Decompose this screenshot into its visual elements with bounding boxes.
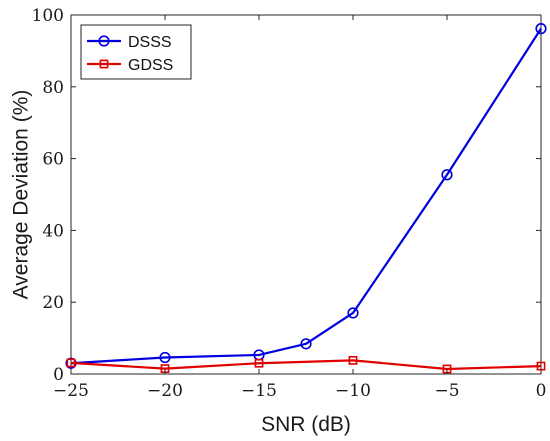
x-tick-label: −10 — [335, 381, 371, 401]
dsss-series-line — [70, 28, 542, 365]
x-tick-label: −25 — [53, 381, 89, 401]
dsss-point — [159, 351, 171, 364]
y-tick-label: 0 — [53, 365, 64, 385]
gdss-legend-marker — [99, 59, 109, 69]
dsss-point — [535, 23, 547, 35]
plot-area — [70, 14, 542, 375]
x-tick-label: −5 — [434, 381, 459, 401]
gdss-point — [254, 358, 264, 368]
dsss-point — [300, 338, 312, 350]
dsss-legend-marker — [98, 35, 110, 47]
x-tick-label: 0 — [536, 381, 547, 401]
gdss-series-line — [70, 359, 542, 371]
gdss-legend-label: GDSS — [128, 57, 173, 74]
x-tick-label: −15 — [241, 381, 277, 401]
legend-box — [80, 24, 192, 80]
y-tick-label: 60 — [42, 150, 64, 170]
y-tick-label: 40 — [42, 221, 64, 241]
y-tick-label: 80 — [42, 78, 64, 98]
series-layer — [65, 23, 547, 374]
dsss-legend-label: DSSS — [128, 34, 172, 51]
y-axis-label: Average Deviation (%) — [10, 90, 33, 300]
legend: DSSS GDSS — [80, 24, 192, 80]
dsss-point — [441, 169, 453, 181]
y-tick-label: 100 — [32, 6, 64, 26]
gdss-point — [348, 355, 358, 365]
y-tick-label: 20 — [42, 293, 64, 313]
ticks-layer: −25 −20 −15 −10 −5 0 0 20 40 60 80 100 — [32, 6, 547, 401]
gdss-point — [66, 358, 76, 368]
axes-box — [70, 14, 542, 375]
x-tick-label: −20 — [147, 381, 183, 401]
dsss-point — [347, 307, 359, 319]
x-axis-label: SNR (dB) — [261, 413, 351, 436]
